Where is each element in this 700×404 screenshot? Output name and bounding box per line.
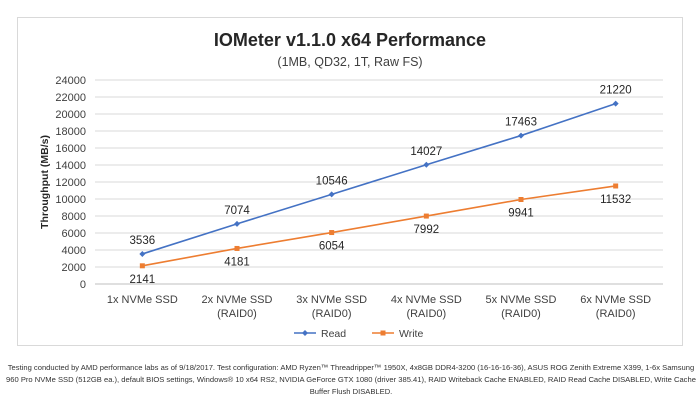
chart-title: IOMeter v1.1.0 x64 Performance [214, 30, 486, 50]
series-line-read [142, 102, 616, 255]
data-point-read [139, 250, 146, 257]
x-tick-label: 5x NVMe SSD [486, 294, 557, 306]
legend-label: Write [399, 328, 423, 340]
chart-area [17, 17, 683, 346]
x-tick-label: 1x NVMe SSD [107, 294, 178, 306]
data-label: 4181 [224, 256, 250, 268]
data-label: 3536 [130, 235, 156, 247]
x-tick-label: (RAID0) [596, 308, 636, 320]
x-tick-label: (RAID0) [312, 308, 352, 320]
y-tick-label: 8000 [62, 211, 86, 223]
data-point-write [613, 183, 619, 189]
x-tick-label: 2x NVMe SSD [202, 294, 273, 306]
x-tick-label: (RAID0) [406, 308, 446, 320]
line-chart: IOMeter v1.1.0 x64 Performance (1MB, QD3… [39, 30, 663, 340]
x-axis-ticks: 1x NVMe SSD 2x NVMe SSD (RAID0) 3x NVMe SSD… [107, 294, 651, 320]
y-axis-title: Throughput (MB/s) [39, 135, 51, 229]
gridlines [95, 79, 663, 285]
data-label: 6054 [319, 241, 345, 253]
y-tick-label: 12000 [55, 177, 86, 189]
data-point-read [518, 132, 524, 139]
y-tick-label: 10000 [55, 194, 86, 206]
series-line-write [142, 185, 616, 267]
data-label: 14027 [410, 146, 442, 158]
data-point-read [328, 191, 335, 198]
data-label: 17463 [505, 117, 537, 129]
legend-marker [380, 330, 386, 336]
data-point-read [234, 220, 240, 227]
data-label: 2141 [130, 274, 156, 286]
series-layer: 3536 7074 10546 14027 17463 21220 2141 4181 6054… [130, 85, 632, 286]
x-tick-label: 6x NVMe SSD [580, 294, 651, 306]
legend-label: Read [321, 328, 346, 340]
data-point-write [329, 230, 335, 236]
x-tick-label: (RAID0) [217, 308, 257, 320]
data-label: 7992 [414, 224, 440, 236]
legend-item-read: Read [294, 328, 346, 340]
series-read: 3536 7074 10546 14027 17463 21220 [130, 85, 632, 257]
y-tick-label: 24000 [55, 75, 86, 87]
legend-item-write: Write [372, 328, 423, 340]
y-tick-label: 20000 [55, 109, 86, 121]
x-tick-label: 4x NVMe SSD [391, 294, 462, 306]
y-tick-label: 14000 [55, 160, 86, 172]
data-label: 7074 [224, 205, 250, 217]
data-point-write [518, 197, 524, 203]
y-tick-label: 2000 [62, 262, 86, 274]
data-point-write [234, 245, 240, 251]
x-tick-label: 3x NVMe SSD [296, 294, 367, 306]
series-write: 2141 4181 6054 7992 9941 11532 [130, 183, 631, 286]
legend-marker [302, 330, 308, 336]
x-tick-label: (RAID0) [501, 308, 541, 320]
data-point-write [139, 263, 145, 269]
chart-subtitle: (1MB, QD32, 1T, Raw FS) [277, 55, 422, 69]
footnote: Testing conducted by AMD performance lab… [6, 363, 696, 396]
y-tick-label: 0 [80, 279, 86, 291]
data-point-read [612, 100, 619, 107]
data-label: 10546 [316, 175, 348, 187]
data-label: 9941 [508, 208, 534, 220]
data-point-write [423, 213, 429, 219]
y-axis-ticks: 0 2000 4000 6000 8000 10000 12000 14000 16000 180… [55, 75, 86, 291]
y-tick-label: 22000 [55, 92, 86, 104]
data-label: 11532 [600, 194, 631, 206]
legend: Read Write [294, 328, 423, 340]
y-tick-label: 16000 [55, 143, 86, 155]
data-label: 21220 [600, 85, 632, 97]
y-tick-label: 18000 [55, 126, 86, 138]
y-tick-label: 6000 [62, 228, 86, 240]
data-point-read [423, 161, 430, 168]
y-tick-label: 4000 [62, 245, 86, 257]
